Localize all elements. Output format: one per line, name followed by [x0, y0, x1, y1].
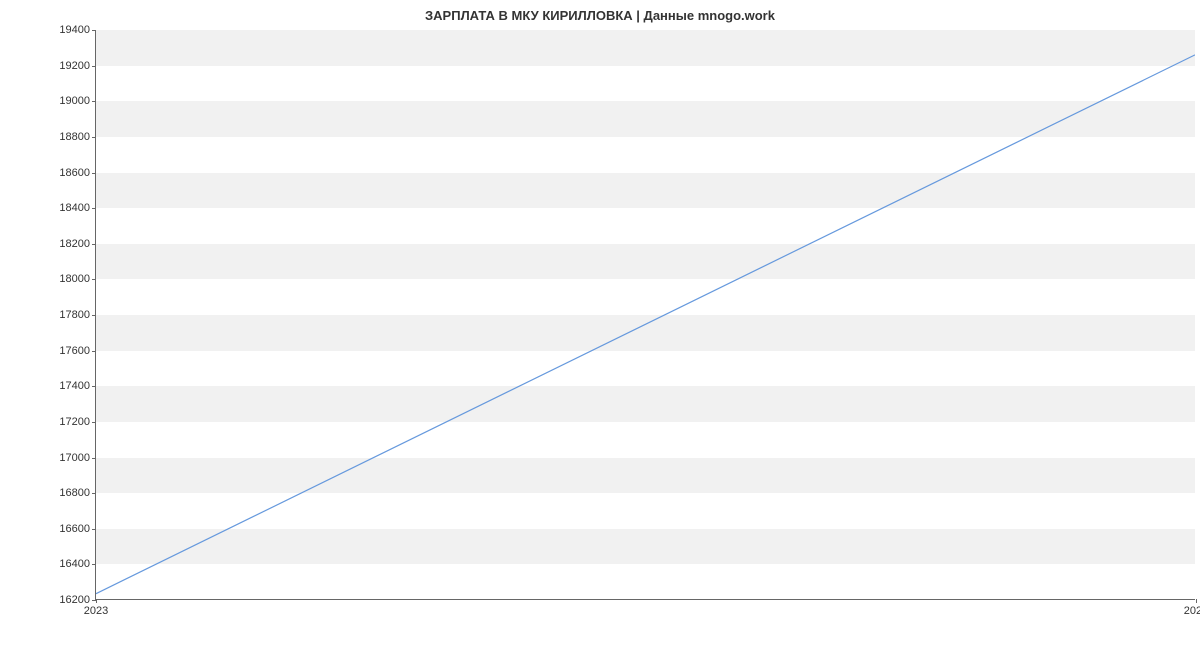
y-tick-mark — [92, 458, 96, 459]
y-tick-label: 19400 — [59, 24, 90, 36]
y-tick-label: 17200 — [59, 416, 90, 428]
y-tick-mark — [92, 279, 96, 280]
x-tick-label: 2024 — [1184, 605, 1200, 617]
y-tick-label: 17600 — [59, 345, 90, 357]
y-tick-label: 17800 — [59, 309, 90, 321]
x-tick-label: 2023 — [84, 605, 108, 617]
y-tick-mark — [92, 493, 96, 494]
y-tick-label: 16400 — [59, 558, 90, 570]
y-tick-mark — [92, 386, 96, 387]
y-tick-mark — [92, 137, 96, 138]
y-tick-label: 18000 — [59, 273, 90, 285]
y-tick-label: 16800 — [59, 487, 90, 499]
y-tick-mark — [92, 208, 96, 209]
x-tick-mark — [1196, 599, 1197, 603]
y-tick-mark — [92, 30, 96, 31]
y-tick-mark — [92, 173, 96, 174]
y-tick-label: 17400 — [59, 380, 90, 392]
y-tick-mark — [92, 101, 96, 102]
y-tick-label: 18400 — [59, 202, 90, 214]
y-tick-label: 18600 — [59, 167, 90, 179]
y-tick-mark — [92, 529, 96, 530]
x-tick-mark — [96, 599, 97, 603]
y-tick-label: 16600 — [59, 523, 90, 535]
chart-title: ЗАРПЛАТА В МКУ КИРИЛЛОВКА | Данные mnogo… — [0, 8, 1200, 23]
y-tick-mark — [92, 66, 96, 67]
series-line — [96, 55, 1195, 594]
line-series — [96, 30, 1195, 599]
y-tick-mark — [92, 244, 96, 245]
salary-chart: ЗАРПЛАТА В МКУ КИРИЛЛОВКА | Данные mnogo… — [0, 0, 1200, 650]
y-tick-label: 17000 — [59, 452, 90, 464]
y-tick-mark — [92, 564, 96, 565]
y-tick-label: 18200 — [59, 238, 90, 250]
y-tick-label: 19200 — [59, 60, 90, 72]
y-tick-mark — [92, 315, 96, 316]
y-tick-mark — [92, 422, 96, 423]
y-tick-mark — [92, 351, 96, 352]
plot-area: 1620016400166001680017000172001740017600… — [95, 30, 1195, 600]
y-tick-label: 19000 — [59, 95, 90, 107]
y-tick-label: 18800 — [59, 131, 90, 143]
